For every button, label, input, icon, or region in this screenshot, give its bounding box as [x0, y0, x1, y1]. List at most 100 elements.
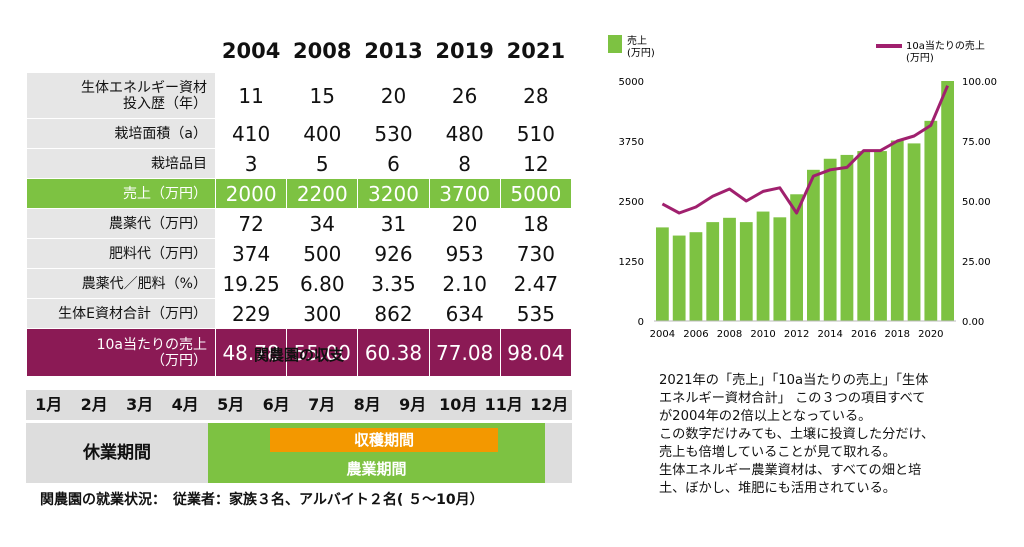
sales-bar: [924, 120, 938, 321]
sales-bar: [807, 169, 820, 321]
table-row: 栽培面積（a） 410 400 530 480 510: [26, 118, 573, 149]
table-cell: 510: [499, 118, 573, 149]
row-label: 栽培面積（a）: [26, 118, 216, 149]
month-label: 5月: [217, 395, 245, 414]
chart-legend: 売上(万円) 10a当たりの売上(万円): [608, 34, 985, 64]
table-cell: 2.10: [428, 268, 501, 299]
sales-bar: [773, 217, 787, 321]
table-cell: 77.08: [428, 328, 501, 377]
row-label: 生体E資材合計（万円）: [26, 298, 216, 329]
y-right-tick-label: 100.00: [962, 77, 997, 88]
table-cell: 5: [286, 148, 359, 179]
row-label: 生体エネルギー資材 投入歴（年）: [26, 72, 216, 119]
y-right-tick-label: 25.00: [962, 257, 991, 268]
row-label: 10a当たりの売上 （万円）: [26, 328, 216, 377]
table-row: 栽培品目 3 5 6 8 12: [26, 148, 573, 179]
sales-row: 売上（万円） 2000 2200 3200 3700 5000: [26, 178, 573, 209]
x-tick-label: 2014: [817, 329, 842, 340]
month-label: 12月: [530, 395, 569, 414]
table-cell: 229: [214, 298, 288, 329]
y-left-tick-label: 5000: [619, 77, 644, 88]
row-label: 栽培品目: [26, 148, 216, 179]
harvest-period-bar: 収穫期間: [270, 428, 498, 452]
employment-status: 関農園の就業状況： 従業者：家族３名、アルバイト２名( ５〜10月）: [40, 492, 484, 508]
month-label: 2月: [80, 395, 108, 414]
table-cell: 6: [357, 148, 430, 179]
table-cell: 15: [286, 72, 359, 119]
table-cell: 2200: [286, 178, 359, 209]
x-tick-label: 2008: [717, 329, 742, 340]
sales-bar: [790, 194, 803, 321]
table-cell: 26: [428, 72, 501, 119]
table-cell: 500: [286, 238, 359, 269]
table-header-row: 2004 2008 2013 2019 2021: [26, 23, 573, 73]
x-tick-label: 2020: [918, 329, 943, 340]
month-row: 1月 2月 3月 4月 5月 6月 7月 8月 9月 10月 11月 12月: [26, 390, 572, 420]
month-label: 4月: [171, 395, 199, 414]
table-cell: 3200: [357, 178, 430, 209]
year-header: 2008: [286, 23, 359, 73]
table-cell: 3: [214, 148, 288, 179]
month-label: 7月: [308, 395, 336, 414]
table-cell: 34: [286, 208, 359, 239]
year-header: 2013: [357, 23, 430, 73]
sales-bar: [874, 151, 887, 321]
per-10a-line: [661, 85, 949, 215]
x-tick-label: 2012: [784, 329, 809, 340]
table-cell: 11: [214, 72, 288, 119]
table-caption: 関農園の収支: [253, 346, 344, 364]
table-cell: 19.25: [214, 268, 288, 299]
table-cell: 374: [214, 238, 288, 269]
table-cell: 926: [357, 238, 430, 269]
y-left-tick-label: 0: [638, 317, 644, 328]
y-right-tick-label: 0.00: [962, 317, 984, 328]
year-header: 2021: [499, 23, 573, 73]
month-label: 10月: [439, 395, 478, 414]
table-cell: 60.38: [357, 328, 430, 377]
sales-bar: [890, 140, 904, 321]
month-label: 6月: [262, 395, 290, 414]
table-cell: 18: [499, 208, 573, 239]
table-cell: 953: [428, 238, 501, 269]
table-row: 農薬代（万円） 72 34 31 20 18: [26, 208, 573, 239]
rest-period-label: 休業期間: [83, 443, 151, 463]
table-cell: 5000: [499, 178, 573, 209]
month-label: 8月: [353, 395, 381, 414]
row-label: 農薬代／肥料（%）: [26, 268, 216, 299]
legend-line-label: 10a当たりの売上(万円): [906, 39, 985, 64]
sales-bar: [823, 158, 837, 321]
sales-chart: 売上(万円) 10a当たりの売上(万円) 0 1250 2500 3750 5000 0…: [608, 34, 997, 340]
x-tick-label: 2004: [650, 329, 675, 340]
sales-bar: [672, 235, 686, 321]
month-label: 9月: [399, 395, 427, 414]
year-header: 2019: [428, 23, 501, 73]
table-cell: 28: [499, 72, 573, 119]
y-left-tick-label: 1250: [619, 257, 644, 268]
x-tick-label: 2018: [885, 329, 910, 340]
income-table: 2004 2008 2013 2019 2021 生体エネルギー資材 投入歴（年…: [26, 23, 573, 377]
table-cell: 31: [357, 208, 430, 239]
table-cell: 3.35: [357, 268, 430, 299]
table-cell: 410: [214, 118, 288, 149]
y-left-tick-label: 2500: [619, 197, 644, 208]
row-label: 肥料代（万円）: [26, 238, 216, 269]
x-tick-label: 2010: [750, 329, 775, 340]
sales-bar: [689, 232, 703, 321]
table-cell: 72: [214, 208, 288, 239]
table-cell: 98.04: [499, 328, 573, 377]
table-cell: 480: [428, 118, 501, 149]
table-cell: 48.78: [214, 328, 288, 377]
legend-bar-label: 売上(万円): [627, 34, 655, 59]
month-label: 11月: [484, 395, 523, 414]
year-header: 2004: [214, 23, 288, 73]
sales-bar: [907, 143, 921, 321]
table-cell: 730: [499, 238, 573, 269]
table-cell: 535: [499, 298, 573, 329]
x-tick-label: 2016: [851, 329, 876, 340]
table-row: 生体エネルギー資材 投入歴（年） 11 15 20 26 28: [26, 72, 573, 119]
sales-bar: [756, 211, 770, 321]
table-row: 肥料代（万円） 374 500 926 953 730: [26, 238, 573, 269]
table-cell: 8: [428, 148, 501, 179]
month-label: 3月: [126, 395, 154, 414]
table-cell: 2000: [214, 178, 288, 209]
